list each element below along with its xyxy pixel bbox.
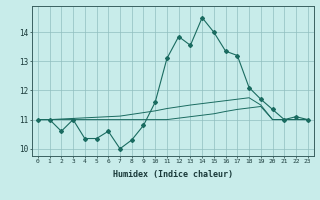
X-axis label: Humidex (Indice chaleur): Humidex (Indice chaleur) xyxy=(113,170,233,179)
